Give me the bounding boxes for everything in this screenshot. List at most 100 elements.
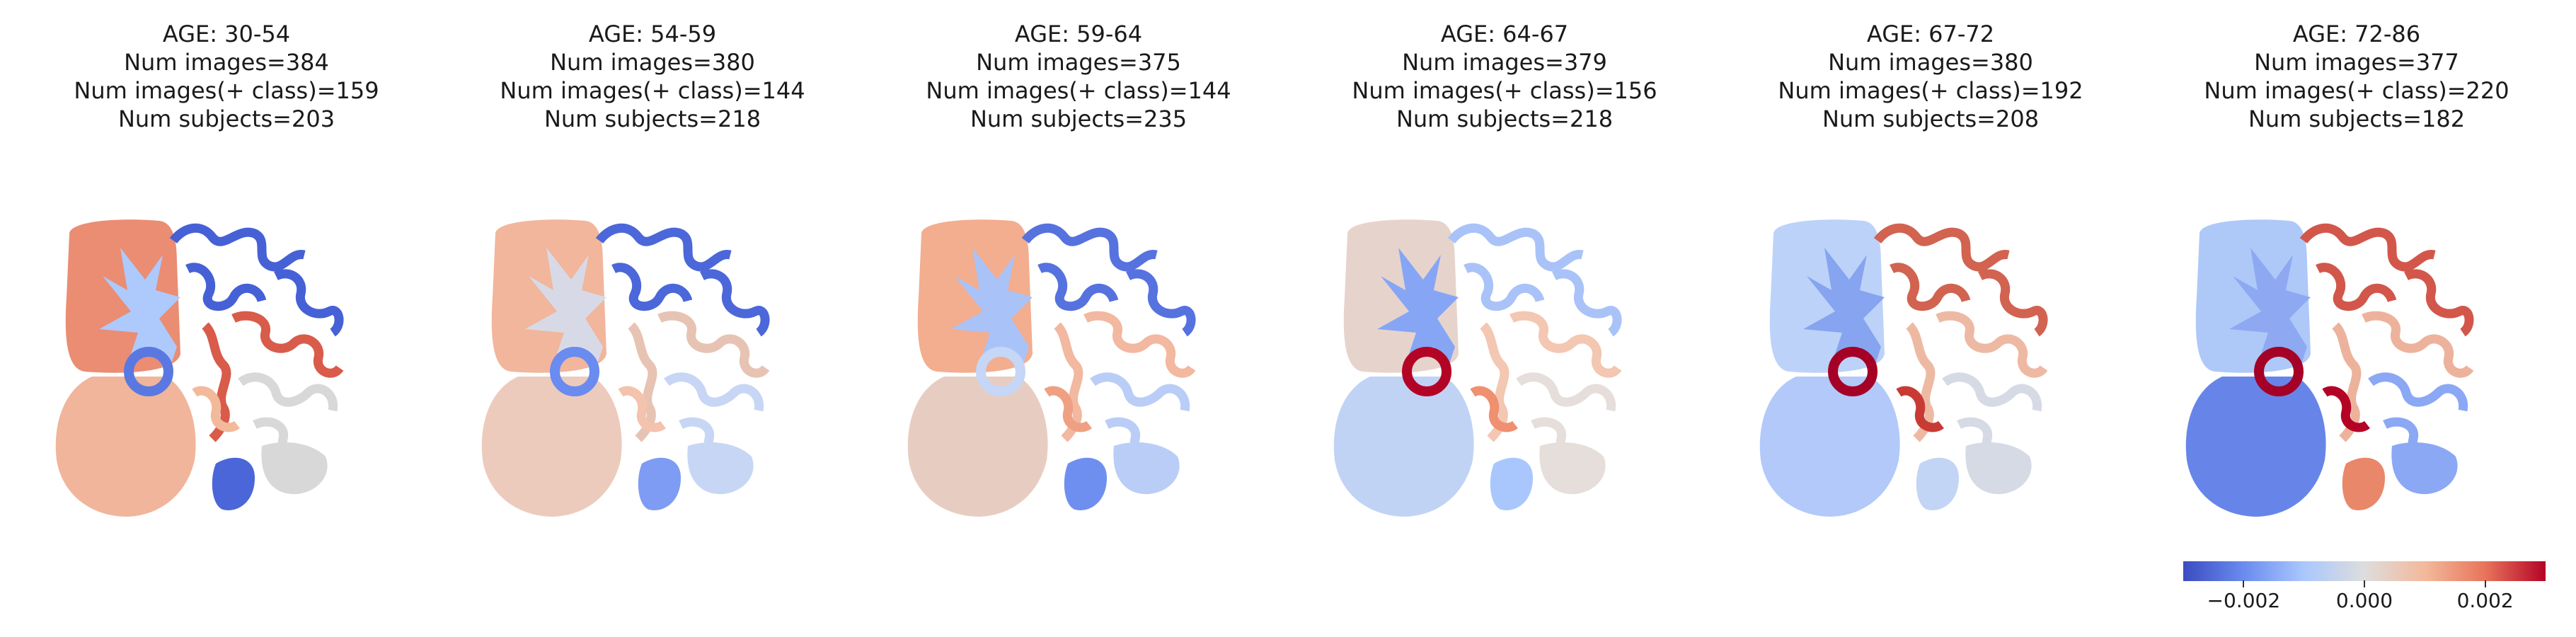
brain-slice-map <box>907 219 1196 517</box>
bottom-region <box>1064 457 1107 510</box>
superior-gyri <box>1552 269 1622 337</box>
deep-ring-region <box>2254 347 2304 396</box>
deep-structure <box>1470 386 1518 432</box>
num-subjects-label: Num subjects=235 <box>970 105 1188 132</box>
num-positive-images-label: Num images(+ class)=159 <box>74 77 379 104</box>
deep-ring-region <box>1828 347 1878 396</box>
num-subjects-label: Num subjects=218 <box>1396 105 1614 132</box>
deep-ring-region <box>550 347 599 396</box>
inferior-region <box>2391 442 2458 495</box>
panel-age-59-64: AGE: 59-64 Num images=375 Num images(+ c… <box>866 0 1291 637</box>
panel-title-block: AGE: 64-67 Num images=379 Num images(+ c… <box>1292 20 1717 133</box>
panel-age-64-67: AGE: 64-67 Num images=379 Num images(+ c… <box>1292 0 1717 637</box>
deep-structure <box>2322 386 2370 432</box>
inferior-region <box>1113 442 1180 495</box>
superior-gyri <box>2299 223 2436 272</box>
superior-gyri <box>700 269 770 337</box>
inferior-gyri <box>1516 372 1616 412</box>
middle-gyri <box>2362 311 2474 378</box>
superior-gyri <box>169 223 306 272</box>
white-matter-region <box>525 248 606 379</box>
num-subjects-label: Num subjects=218 <box>544 105 761 132</box>
superior-gyri <box>185 263 267 311</box>
middle-gyri <box>1936 311 2048 378</box>
num-images-label: Num images=384 <box>124 49 329 76</box>
panel-title-block: AGE: 30-54 Num images=384 Num images(+ c… <box>14 20 439 133</box>
panel-title-block: AGE: 67-72 Num images=380 Num images(+ c… <box>1718 20 2143 133</box>
white-matter-region <box>951 248 1033 379</box>
panel-title-block: AGE: 54-59 Num images=380 Num images(+ c… <box>440 20 865 133</box>
age-label: AGE: 59-64 <box>1014 21 1143 47</box>
left-lower-region <box>1333 377 1474 517</box>
brain-slice-map <box>2185 219 2474 517</box>
inferior-gyri <box>2368 372 2468 412</box>
inferior-gyri <box>1942 372 2042 412</box>
superior-gyri <box>1464 263 1545 311</box>
deep-structure <box>618 386 666 432</box>
inferior-gyri <box>238 372 338 412</box>
colorbar-tick <box>2484 580 2486 587</box>
brain-slice-map <box>1333 219 1622 517</box>
superior-gyri <box>595 223 732 272</box>
deep-ring-region <box>976 347 1025 396</box>
num-positive-images-label: Num images(+ class)=156 <box>1352 77 1657 104</box>
num-images-label: Num images=380 <box>1828 49 2033 76</box>
middle-gyri <box>657 311 770 378</box>
panel-title-block: AGE: 72-86 Num images=377 Num images(+ c… <box>2144 20 2569 133</box>
num-images-label: Num images=379 <box>1402 49 1607 76</box>
age-label: AGE: 67-72 <box>1866 21 1995 47</box>
deep-structure <box>1896 386 1944 432</box>
left-lower-region <box>55 377 196 517</box>
colorbar-tick-label: −0.002 <box>2207 589 2281 612</box>
deep-ring-region <box>124 347 173 396</box>
num-positive-images-label: Num images(+ class)=220 <box>2204 77 2509 104</box>
superior-gyri <box>611 263 693 311</box>
superior-gyri <box>274 269 344 337</box>
inferior-region <box>1965 442 2032 495</box>
superior-gyri <box>1126 269 1196 337</box>
num-subjects-label: Num subjects=182 <box>2248 105 2466 132</box>
num-images-label: Num images=377 <box>2254 49 2459 76</box>
bottom-region <box>2342 457 2385 510</box>
num-images-label: Num images=380 <box>550 49 755 76</box>
num-images-label: Num images=375 <box>976 49 1181 76</box>
inferior-gyri <box>1090 372 1190 412</box>
superior-gyri <box>1037 263 1119 311</box>
num-positive-images-label: Num images(+ class)=192 <box>1778 77 2083 104</box>
brain-slice-map <box>481 219 770 517</box>
left-lower-region <box>481 377 622 517</box>
colorbar <box>2183 561 2546 581</box>
bottom-region <box>1916 457 1959 510</box>
inferior-region <box>261 442 328 495</box>
left-lower-region <box>2185 377 2326 517</box>
num-subjects-label: Num subjects=208 <box>1822 105 2040 132</box>
superior-gyri <box>1873 223 2010 272</box>
middle-gyri <box>1510 311 1622 378</box>
panel-age-54-59: AGE: 54-59 Num images=380 Num images(+ c… <box>440 0 865 637</box>
brain-slice-map <box>1759 219 2048 517</box>
white-matter-region <box>99 248 180 379</box>
superior-gyri <box>1021 223 1158 272</box>
colorbar-tick-label: 0.002 <box>2456 589 2514 612</box>
left-lower-region <box>1759 377 1900 517</box>
age-label: AGE: 64-67 <box>1440 21 1569 47</box>
age-label: AGE: 72-86 <box>2292 21 2421 47</box>
inferior-region <box>687 442 754 495</box>
panel-age-72-86: AGE: 72-86 Num images=377 Num images(+ c… <box>2144 0 2569 637</box>
superior-gyri <box>1978 269 2048 337</box>
panel-age-30-54: AGE: 30-54 Num images=384 Num images(+ c… <box>14 0 439 637</box>
colorbar-tick <box>2243 580 2245 587</box>
left-lower-region <box>907 377 1048 517</box>
panel-age-67-72: AGE: 67-72 Num images=380 Num images(+ c… <box>1718 0 2143 637</box>
colorbar-tick-label: 0.000 <box>2335 589 2393 612</box>
deep-structure <box>192 386 240 432</box>
brain-slice-map <box>55 219 344 517</box>
middle-gyri <box>231 311 344 378</box>
white-matter-region <box>1377 248 1459 379</box>
age-label: AGE: 30-54 <box>162 21 291 47</box>
num-positive-images-label: Num images(+ class)=144 <box>926 77 1231 104</box>
white-matter-region <box>2229 248 2311 379</box>
panel-title-block: AGE: 59-64 Num images=375 Num images(+ c… <box>866 20 1291 133</box>
white-matter-region <box>1803 248 1885 379</box>
bottom-region <box>638 457 681 510</box>
